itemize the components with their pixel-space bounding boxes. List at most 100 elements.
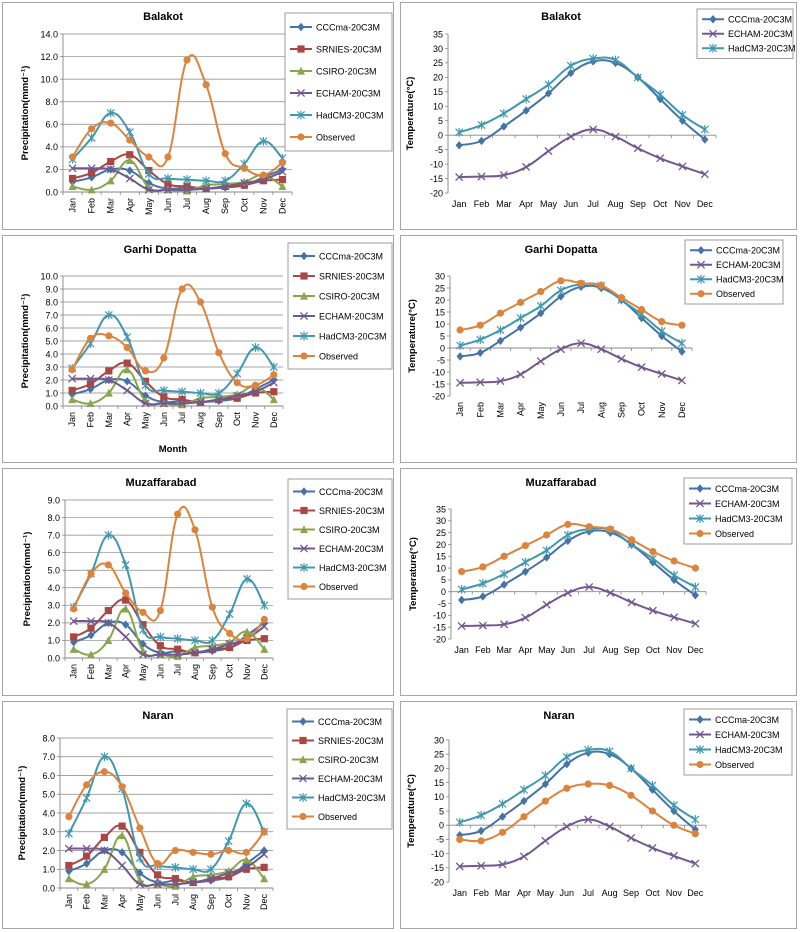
chart-6-data-point-hadcm3-20c3m (135, 853, 144, 863)
chart-2-data-point-hadcm3-20c3m (196, 388, 205, 398)
chart-2-data-point-observed (178, 285, 186, 293)
chart-3-data-point-echam-20c3m (577, 339, 586, 348)
chart-2-data-point-echam-20c3m (251, 387, 260, 396)
chart-7-x-tick-label: Apr (517, 888, 531, 898)
chart-1-y-tick-label: 20 (433, 73, 443, 83)
chart-3-y-tick-label: 20 (435, 295, 445, 305)
chart-5-series-observed (458, 520, 699, 576)
chart-7-data-point-echam-20c3m (691, 859, 700, 868)
chart-4-data-point-observed (191, 526, 199, 534)
chart-6-data-point-observed (171, 846, 179, 855)
chart-0-y-tick-label: 12.0 (40, 52, 58, 62)
chart-7-x-tick-label: Feb (473, 888, 489, 898)
chart-6-series-echam-20c3m (64, 844, 269, 889)
chart-0-data-point-echam-20c3m (87, 164, 96, 173)
chart-0-y-tick-label: 0.0 (45, 187, 58, 197)
chart-0-x-tick-label: Mar (106, 198, 116, 214)
chart-7-y-tick-label: 25 (434, 750, 444, 760)
chart-1-data-point-hadcm3-20c3m (522, 94, 531, 104)
chart-2-series-echam-20c3m (68, 374, 278, 408)
chart-6-legend-label: CCCma-20C3M (318, 717, 382, 727)
chart-5-data-point-echam-20c3m (606, 588, 615, 597)
chart-0-y-tick-label: 6.0 (45, 120, 58, 130)
chart-7-data-point-observed (541, 797, 549, 805)
chart-1-data-point-hadcm3-20c3m (455, 127, 464, 137)
chart-1-x-tick-label: Mar (496, 199, 512, 209)
chart-6-y-tick-label: 0.0 (42, 883, 55, 893)
chart-0-data-point-srnies-20c3m (183, 182, 191, 190)
chart-5-x-tick-label: Oct (646, 645, 661, 655)
chart-7-data-point-cccma-20c3m (691, 825, 699, 834)
chart-5-data-point-echam-20c3m (500, 620, 509, 629)
chart-4-data-point-csiro-20c3m (87, 650, 95, 659)
chart-4-data-point-echam-20c3m (104, 618, 113, 627)
chart-0-data-point-csiro-20c3m (125, 156, 134, 164)
chart-3-series-line-observed (459, 279, 683, 331)
chart-3-data-point-echam-20c3m (516, 370, 525, 379)
chart-2-data-point-echam-20c3m (178, 399, 187, 408)
chart-0-data-point-srnies-20c3m (88, 169, 96, 177)
chart-2-title: Garhi Dopatta (124, 244, 198, 256)
chart-4-y-tick-label: 7.0 (47, 530, 60, 540)
chart-6-data-point-csiro-20c3m (118, 831, 127, 840)
chart-7-legend-marker (696, 760, 704, 769)
chart-1-y-tick-label: 30 (433, 44, 443, 54)
chart-1-data-point-cccma-20c3m (678, 116, 687, 125)
chart-6-data-point-echam-20c3m (189, 878, 198, 887)
chart-5-x-tick-label: Jul (583, 645, 595, 655)
chart-6-data-point-observed (100, 768, 108, 776)
chart-4-series-line-echam-20c3m (73, 619, 265, 658)
chart-7-data-point-echam-20c3m (455, 862, 464, 871)
chart-7-x-tick-label: Aug (602, 888, 618, 898)
chart-4-data-point-srnies-20c3m (87, 624, 95, 632)
chart-6-data-point-observed (118, 783, 126, 791)
chart-0-y-tick-label: 8.0 (45, 97, 58, 107)
chart-2-data-point-echam-20c3m (159, 399, 168, 408)
chart-7-legend-marker (695, 745, 705, 754)
chart-1-data-point-cccma-20c3m (455, 141, 463, 150)
chart-6-data-point-hadcm3-20c3m (64, 829, 73, 839)
chart-5-data-point-observed (585, 523, 593, 531)
chart-1-data-point-hadcm3-20c3m (678, 110, 687, 120)
chart-6-data-point-cccma-20c3m (118, 848, 126, 857)
chart-3-y-axis-label: Temperature(°C) (407, 299, 418, 373)
chart-7-data-point-observed (691, 830, 699, 838)
chart-4-x-tick-label: Jul (173, 664, 183, 676)
chart-6-legend-label: ECHAM-20C3M (318, 774, 383, 784)
chart-6-y-tick-label: 2.0 (42, 846, 55, 856)
chart-6-data-point-observed (136, 824, 144, 832)
chart-7-x-tick-label: Mar (495, 888, 511, 898)
chart-6-legend-marker (298, 774, 308, 783)
chart-0-data-point-echam-20c3m (125, 174, 134, 183)
chart-3-data-point-cccma-20c3m (678, 347, 686, 356)
chart-6-title: Naran (142, 710, 173, 722)
chart-1-data-point-echam-20c3m (589, 125, 598, 134)
chart-6-data-point-echam-20c3m (82, 844, 91, 853)
chart-5-data-point-observed (691, 564, 699, 572)
chart-6-x-tick-label: Dec (259, 894, 269, 911)
chart-1-y-tick-label: -5 (435, 145, 443, 155)
chart-2-data-point-observed (215, 349, 223, 357)
chart-3-x-tick-label: Dec (677, 402, 687, 419)
chart-3-data-point-echam-20c3m (637, 363, 646, 372)
chart-1-data-point-hadcm3-20c3m (656, 90, 665, 100)
chart-0-data-point-srnies-20c3m (259, 177, 267, 185)
chart-3-data-point-hadcm3-20c3m (456, 341, 465, 350)
chart-5-data-point-echam-20c3m (585, 582, 594, 592)
chart-4-data-point-echam-20c3m (173, 650, 182, 659)
chart-1-x-tick-label: Aug (607, 199, 623, 209)
chart-5-x-tick-label: Jun (561, 645, 576, 655)
chart-3-data-point-hadcm3-20c3m (677, 338, 686, 348)
chart-6-data-point-srnies-20c3m (154, 871, 162, 879)
chart-2-y-tick-label: 1.0 (45, 388, 58, 398)
chart-6-data-point-srnies-20c3m (225, 873, 233, 881)
chart-4-data-point-hadcm3-20c3m (156, 632, 165, 642)
chart-0-x-tick-label: Jul (182, 198, 192, 210)
chart-4-data-point-srnies-20c3m (70, 633, 78, 641)
chart-1-data-point-hadcm3-20c3m (633, 72, 642, 82)
chart-4-data-point-echam-20c3m (138, 650, 148, 659)
chart-7-x-tick-label: Jun (560, 888, 575, 898)
chart-2-data-point-hadcm3-20c3m (159, 386, 168, 395)
chart-0-y-axis-label: Precipitation(mmd⁻¹) (20, 66, 31, 161)
chart-6-data-point-hadcm3-20c3m (242, 799, 251, 809)
